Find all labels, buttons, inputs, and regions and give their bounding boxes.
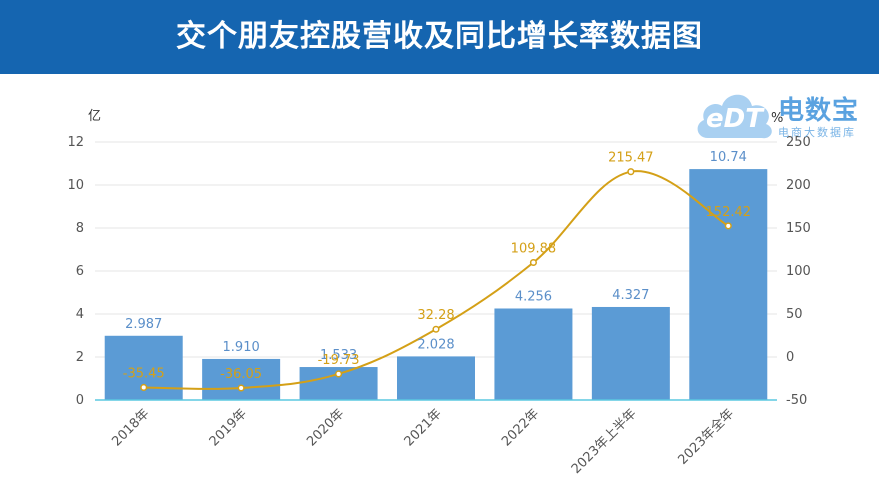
line-value-label: -36.05 (220, 367, 262, 382)
y-right-tick-label: 0 (786, 350, 794, 365)
x-tick-label: 2023年上半年 (569, 406, 640, 477)
line-point (627, 168, 635, 176)
y-left-tick-label: 2 (76, 350, 84, 365)
y-right-tick-label: 150 (786, 221, 811, 236)
line-point (724, 222, 732, 230)
line-value-label: 152.42 (706, 205, 752, 220)
bar-value-label: 1.533 (320, 348, 357, 363)
logo-mark: eDT (706, 104, 763, 134)
y-left-tick-label: 4 (76, 307, 84, 322)
x-tick-label: 2022年 (499, 406, 542, 449)
logo-brand: 电数宝 (778, 96, 860, 126)
bar (397, 356, 475, 400)
combo-chart: 0 2 4 6 8 10 12 -50 0 50 100 150 200 250 亿 % 2018年 2019年 2… (67, 109, 811, 477)
line-point (335, 370, 343, 378)
bar-value-label: 10.74 (710, 150, 747, 165)
bar-series (104, 169, 768, 400)
header-banner: 交个朋友控股营收及同比增长率数据图 (0, 0, 879, 74)
y-left-tick-label: 8 (76, 221, 84, 236)
line-value-label: 109.88 (511, 242, 557, 257)
y-left-tick-label: 12 (67, 135, 84, 150)
y-right-axis-label: % (771, 111, 783, 126)
y-right-tick-label: 200 (786, 178, 811, 193)
line-point (529, 258, 537, 267)
y-left-axis-label: 亿 (88, 109, 101, 124)
bar (689, 169, 768, 400)
bar (494, 308, 573, 400)
grid-lines (95, 141, 777, 358)
y-right-tick-label: 50 (786, 307, 803, 322)
line-value-label: -35.45 (123, 366, 165, 381)
bar-value-label: 1.910 (223, 340, 260, 355)
bar (591, 306, 670, 400)
bar-value-label: 4.327 (612, 288, 649, 303)
y-right-tick-label: 250 (786, 135, 811, 150)
logo-tagline: 电商大数据库 (778, 126, 856, 139)
bar-value-label: 4.256 (515, 289, 552, 304)
y-right-tick-label: 100 (786, 264, 811, 279)
x-tick-label: 2018年 (109, 406, 152, 449)
bar (202, 358, 281, 400)
x-tick-label: 2023年全年 (675, 406, 737, 468)
chart-title: 交个朋友控股营收及同比增长率数据图 (176, 19, 703, 54)
bar-value-label: 2.987 (125, 317, 162, 332)
line-value-label: 215.47 (608, 151, 654, 166)
y-left-tick-label: 10 (67, 178, 84, 193)
chart-area: 0 2 4 6 8 10 12 -50 0 50 100 150 200 250 亿% 2018年 2019年 2… (0, 74, 879, 479)
line-series (140, 168, 732, 392)
x-tick-label: 2020年 (304, 406, 347, 449)
line-value-label: -19.73 (318, 353, 360, 368)
data-labels: 2.987 1.910 1.533 2.028 4.256 4.327 10.74 -35.4… (123, 150, 751, 382)
bar-value-label: 2.028 (417, 337, 454, 352)
line-point (432, 325, 440, 333)
line-value-label: 32.28 (417, 308, 454, 323)
line-point (140, 383, 148, 392)
y-left-tick-label: 0 (76, 393, 84, 408)
line-point (237, 384, 245, 392)
y-left-tick-label: 6 (76, 264, 84, 279)
y-right-tick-label: -50 (786, 393, 807, 408)
x-tick-label: 2019年 (207, 406, 250, 449)
watermark-logo: eDT 电数宝 电商大数据库 (692, 80, 872, 148)
x-tick-label: 2021年 (402, 406, 445, 449)
cloud-icon (697, 94, 772, 139)
